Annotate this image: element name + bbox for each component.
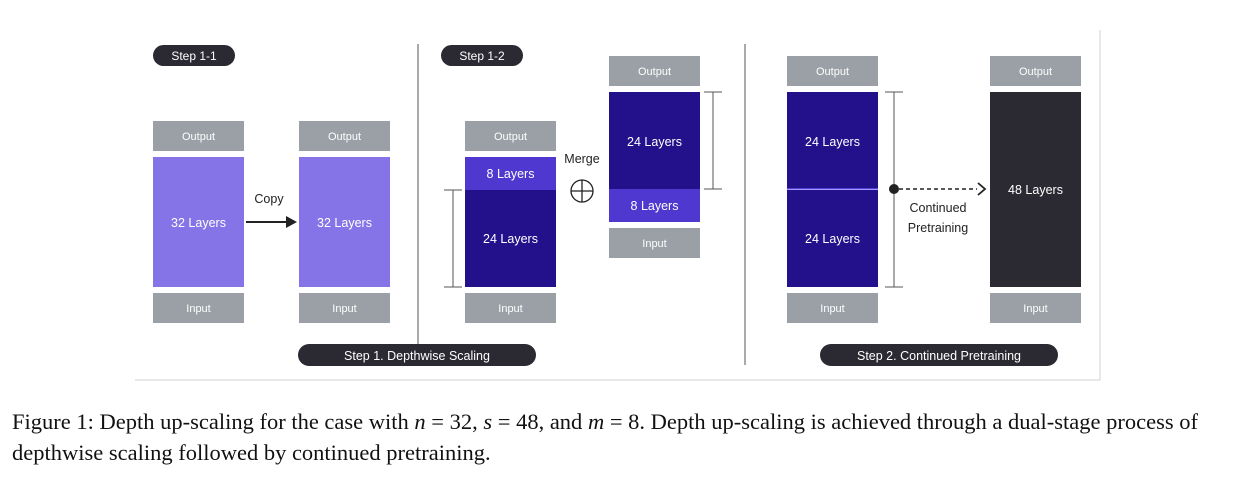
- caption-n-eq: = 32,: [425, 409, 484, 434]
- merge-plus-icon: [570, 179, 594, 203]
- step1-1-right-input-box: [299, 293, 390, 323]
- step2-final-output-label: Output: [1019, 66, 1052, 78]
- step1-2-left-input-box: [465, 293, 556, 323]
- caption-m-eq: = 8: [604, 409, 640, 434]
- continued-label-line1: Continued: [910, 201, 967, 215]
- continued-label-line2: Pretraining: [908, 221, 968, 235]
- step1-1-right-input-label: Input: [332, 303, 356, 315]
- caption-rest: . Depth up-scaling is achieved through a…: [12, 409, 1198, 465]
- step1-1-pill: [153, 45, 235, 66]
- depth-upscaling-diagram: Step 1-1 Output 32 Layers Input Copy Out…: [135, 30, 1101, 381]
- step1-1-right-layers-box: [299, 157, 390, 287]
- step1-2-left-bracket: [444, 189, 462, 288]
- step1-1-left-output-box: [153, 121, 244, 151]
- step1-1-left-layers-label: 32 Layers: [171, 216, 226, 230]
- continued-arrow-origin-dot: [889, 184, 899, 194]
- step1-2-right-input-box: [609, 228, 700, 258]
- step1-1-right-output-box: [299, 121, 390, 151]
- step1-1-pill-label: Step 1-1: [171, 49, 217, 63]
- step1-2-right-top-layers-label: 24 Layers: [627, 135, 682, 149]
- step2-merged-top-layers-label: 24 Layers: [805, 135, 860, 149]
- step1-2-left-output-label: Output: [494, 131, 527, 143]
- step1-2-right-bottom-layers-box: [609, 189, 700, 222]
- step1-2-right-output-label: Output: [638, 66, 671, 78]
- step1-2-left-input-label: Input: [498, 303, 522, 315]
- step1-2-left-top-layers-label: 8 Layers: [487, 167, 535, 181]
- step2-merged-input-box: [787, 293, 878, 323]
- step2-final-output-box: [990, 56, 1081, 86]
- step2-merged-output-box: [787, 56, 878, 86]
- step1-depthwise-scaling-pill: [298, 344, 536, 366]
- copy-label: Copy: [254, 192, 284, 206]
- step1-1-left-output-label: Output: [182, 131, 215, 143]
- caption-n-var: n: [414, 409, 426, 434]
- caption-s-eq: = 48, and: [492, 409, 588, 434]
- step2-final-input-box: [990, 293, 1081, 323]
- step1-2-left-bottom-layers-box: [465, 190, 556, 287]
- step2-final-layers-box: [990, 92, 1081, 287]
- continued-arrow-head: [977, 182, 987, 196]
- step1-2-pill-label: Step 1-2: [459, 49, 505, 63]
- step1-2-right-output-box: [609, 56, 700, 86]
- step1-2-right-top-layers-box: [609, 92, 700, 189]
- step1-1-right-output-label: Output: [328, 131, 361, 143]
- step1-2-right-bottom-layers-label: 8 Layers: [631, 199, 679, 213]
- caption-lead: Figure 1: Depth up-scaling for the case …: [12, 409, 415, 434]
- step1-depthwise-scaling-label: Step 1. Depthwise Scaling: [344, 349, 490, 363]
- caption-s-var: s: [483, 409, 493, 434]
- figure-caption: Figure 1: Depth up-scaling for the case …: [12, 406, 1228, 468]
- step1-2-left-output-box: [465, 121, 556, 151]
- step1-2-left-bottom-layers-label: 24 Layers: [483, 232, 538, 246]
- step1-1-left-input-box: [153, 293, 244, 323]
- step2-final-layers-label: 48 Layers: [1008, 183, 1063, 197]
- merge-label: Merge: [564, 152, 599, 166]
- step1-2-right-bracket: [704, 91, 722, 190]
- step1-1-left-input-label: Input: [186, 303, 210, 315]
- step2-merged-output-label: Output: [816, 66, 849, 78]
- step1-2-pill: [441, 45, 523, 66]
- step2-continued-pretraining-pill: [820, 344, 1058, 366]
- step2-final-input-label: Input: [1023, 303, 1047, 315]
- step2-merged-bottom-layers-box: [787, 190, 878, 287]
- step1-1-left-layers-box: [153, 157, 244, 287]
- step2-merged-top-layers-box: [787, 92, 878, 189]
- step2-continued-pretraining-label: Step 2. Continued Pretraining: [857, 349, 1021, 363]
- step1-2-right-input-label: Input: [642, 238, 666, 250]
- step2-merged-bottom-layers-label: 24 Layers: [805, 232, 860, 246]
- step1-2-left-top-layers-box: [465, 157, 556, 190]
- caption-m-var: m: [587, 409, 605, 434]
- step2-merged-input-label: Input: [820, 303, 844, 315]
- step1-1-right-layers-label: 32 Layers: [317, 216, 372, 230]
- copy-arrow-head: [286, 216, 297, 228]
